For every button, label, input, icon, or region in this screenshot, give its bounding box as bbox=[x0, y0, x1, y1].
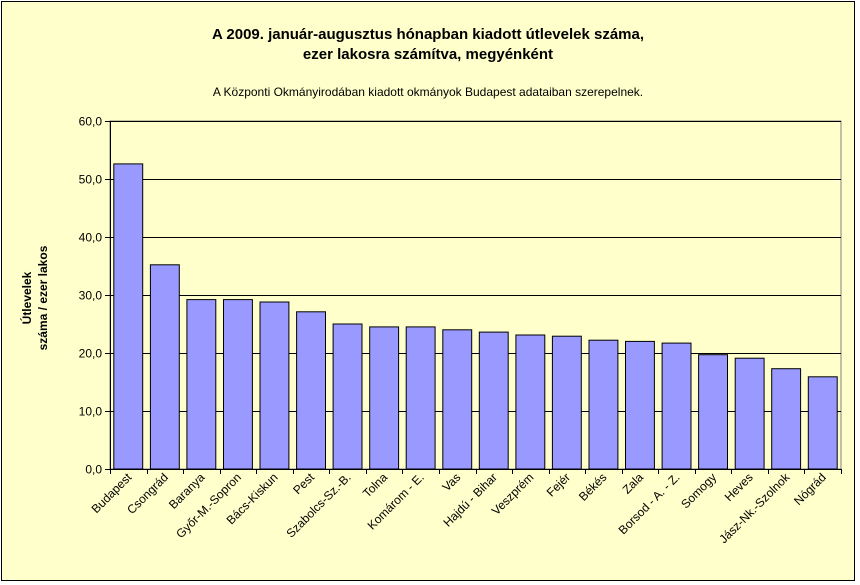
bar bbox=[588, 339, 619, 470]
y-tick-label: 60,0 bbox=[79, 115, 103, 129]
x-tick-label: Tolna bbox=[360, 470, 390, 500]
x-tick-label: Somogy bbox=[678, 470, 719, 511]
x-tick-label: Fejér bbox=[544, 470, 573, 499]
y-tick-label: 40,0 bbox=[79, 231, 103, 245]
bar bbox=[551, 335, 582, 470]
bar bbox=[442, 329, 473, 470]
bar bbox=[771, 368, 802, 470]
bar bbox=[734, 357, 765, 470]
x-tick-label: Vas bbox=[439, 470, 463, 494]
bar bbox=[149, 264, 180, 470]
bar bbox=[223, 299, 253, 470]
x-tick-label: Szabolcs-Sz.-B. bbox=[283, 470, 353, 540]
bar bbox=[698, 354, 728, 470]
bar bbox=[186, 299, 217, 470]
bar bbox=[515, 334, 546, 470]
bar bbox=[405, 326, 436, 470]
y-tick-label: 30,0 bbox=[79, 289, 103, 303]
y-tick-label: 10,0 bbox=[79, 405, 103, 419]
chart-subtitle: A Központi Okmányirodában kiadott okmány… bbox=[212, 85, 644, 99]
x-tick-label: Zala bbox=[620, 470, 647, 497]
bar bbox=[259, 301, 290, 470]
x-tick-label: Pest bbox=[290, 470, 317, 497]
bar bbox=[625, 340, 655, 470]
x-tick-label: Győr-M.-Sopron bbox=[173, 470, 244, 541]
chart-title: A 2009. január-augusztus hónapban kiadot… bbox=[211, 26, 645, 43]
y-tick-label: 50,0 bbox=[79, 173, 103, 187]
bar bbox=[296, 311, 327, 470]
bar bbox=[661, 342, 692, 470]
x-tick-label: Békés bbox=[576, 470, 609, 503]
chart-title-line2: ezer lakosra számítva, megyénként bbox=[302, 46, 554, 63]
y-tick-label: 20,0 bbox=[79, 347, 103, 361]
bar bbox=[113, 163, 144, 470]
bar bbox=[807, 376, 838, 470]
bar bbox=[369, 326, 400, 470]
bar bbox=[478, 331, 509, 470]
x-tick-label: Heves bbox=[722, 470, 756, 504]
x-tick-label: Nógrád bbox=[791, 470, 829, 508]
bar bbox=[332, 323, 363, 470]
y-tick-label: 0,0 bbox=[85, 463, 102, 477]
